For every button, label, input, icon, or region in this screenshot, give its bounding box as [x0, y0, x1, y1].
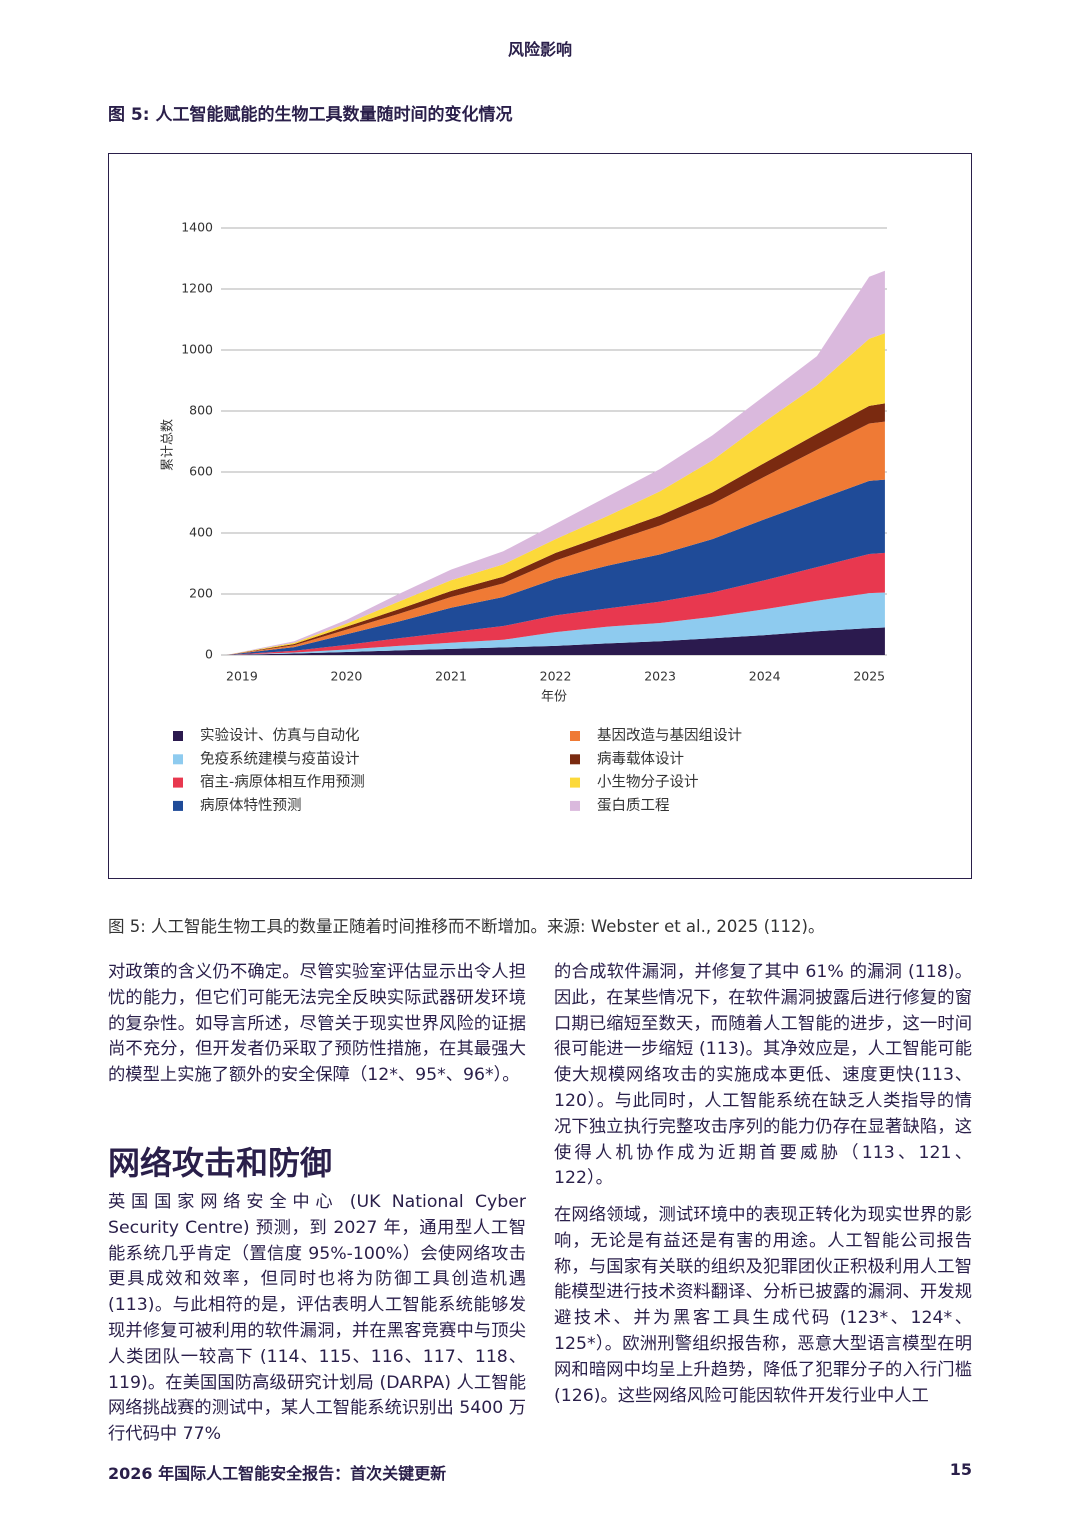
- paragraph: 英国国家网络安全中心 (UK National Cyber Security C…: [108, 1192, 526, 1445]
- x-tick-label: 2021: [435, 669, 467, 684]
- area: [226, 479, 885, 655]
- legend-label: 病毒载体设计: [597, 750, 684, 767]
- figure-title: 图 5: 人工智能赋能的生物工具数量随时间的变化情况: [108, 105, 513, 125]
- x-tick-label: 2023: [644, 669, 676, 684]
- y-tick-label: 200: [189, 586, 213, 601]
- legend-label: 免疫系统建模与疫苗设计: [200, 750, 360, 767]
- legend-label: 病原体特性预测: [200, 797, 302, 814]
- y-tick-label: 0: [205, 647, 213, 662]
- x-axis-label: 年份: [541, 690, 567, 705]
- x-tick-label: 2024: [749, 669, 781, 684]
- area: [226, 627, 885, 655]
- legend-swatch: [173, 754, 183, 765]
- legend-label: 实验设计、仿真与自动化: [200, 726, 360, 744]
- y-tick-label: 800: [189, 403, 213, 418]
- legend-swatch: [570, 800, 580, 811]
- footer-title: 2026 年国际人工智能安全报告：首次关键更新: [108, 1464, 447, 1483]
- legend-swatch: [173, 731, 183, 741]
- legend-label: 小生物分子设计: [597, 774, 699, 791]
- legend-swatch: [570, 754, 580, 765]
- legend-swatch: [570, 731, 580, 741]
- y-tick-label: 1200: [181, 281, 213, 296]
- paragraph: 在网络领域，测试环境中的表现正转化为现实世界的影响，无论是有益还是有害的用途。人…: [554, 1205, 972, 1406]
- y-axis-label: 累计总数: [161, 419, 176, 471]
- x-tick-label: 2020: [331, 669, 363, 684]
- legend-label: 基因改造与基因组设计: [597, 727, 742, 744]
- x-tick-label: 2019: [226, 669, 258, 684]
- section-header: 风险影响: [507, 40, 572, 59]
- legend-swatch: [173, 800, 183, 811]
- chart: 累计总数 年份 0 200 400 600 800 1000 1200 1400 2019 202…: [108, 153, 972, 879]
- paragraph: 对政策的含义仍不确定。尽管实验室评估显示出令人担忧的能力，但它们可能无法完全反映…: [108, 962, 526, 1086]
- x-tick-label: 2025: [853, 669, 885, 684]
- x-tick-label: 2022: [540, 669, 572, 684]
- area: [226, 552, 885, 655]
- paragraph: 的合成软件漏洞，并修复了其中 61% 的漏洞 (118)。因此，在某些情况下，在…: [554, 962, 972, 1189]
- figure-caption: 图 5: 人工智能生物工具的数量正随着时间推移而不断增加。来源: Webster…: [108, 917, 825, 936]
- y-tick-label: 600: [189, 464, 213, 479]
- legend-label: 宿主-病原体相互作用预测: [200, 774, 365, 791]
- y-tick-label: 1000: [181, 342, 213, 357]
- section-heading: 网络攻击和防御: [108, 1144, 333, 1182]
- legend-swatch: [570, 777, 580, 788]
- legend-label: 蛋白质工程: [597, 797, 670, 814]
- y-tick-label: 1400: [181, 220, 213, 235]
- y-tick-label: 400: [189, 525, 213, 540]
- chart-frame: [108, 153, 972, 879]
- page-number: 15: [949, 1460, 972, 1479]
- area: [226, 592, 885, 655]
- legend-swatch: [173, 777, 183, 788]
